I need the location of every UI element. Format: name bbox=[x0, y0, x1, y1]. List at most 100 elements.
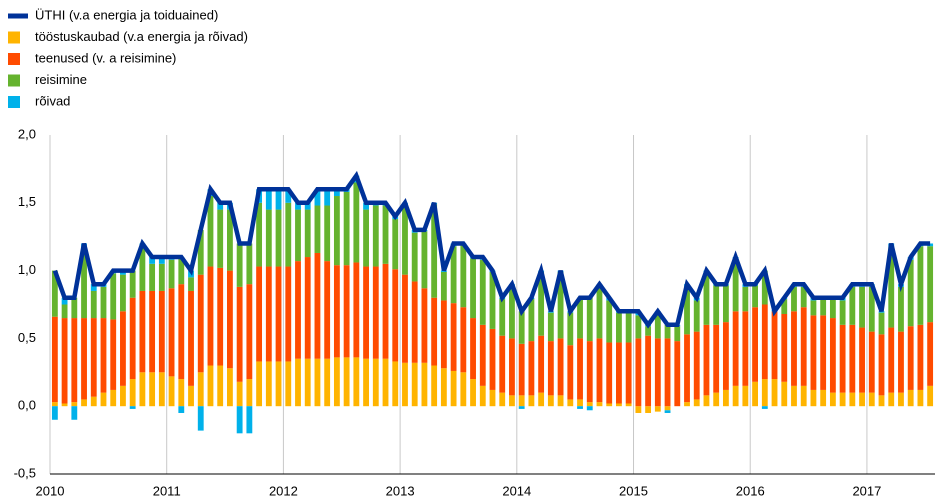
bar-segment bbox=[178, 379, 185, 407]
legend-swatch bbox=[8, 13, 28, 19]
bar-segment bbox=[518, 395, 525, 407]
bar-segment bbox=[479, 385, 486, 407]
bar-segment bbox=[431, 365, 438, 407]
bar-segment bbox=[470, 379, 476, 407]
bar-segment bbox=[275, 266, 282, 362]
bar-segment bbox=[654, 338, 661, 407]
bar-segment bbox=[197, 406, 204, 431]
bar-segment bbox=[586, 406, 593, 411]
bar-segment bbox=[616, 342, 622, 404]
bar-segment bbox=[236, 243, 243, 287]
bar-segment bbox=[168, 376, 175, 407]
bar-segment bbox=[81, 318, 87, 400]
bar-segment bbox=[761, 270, 768, 305]
bar-segment bbox=[178, 257, 185, 285]
bar-segment bbox=[246, 379, 253, 407]
bar-segment bbox=[411, 281, 418, 363]
bar-segment bbox=[489, 271, 496, 329]
bar-segment bbox=[139, 372, 146, 407]
bar-segment bbox=[713, 285, 720, 325]
bar-segment bbox=[509, 338, 515, 396]
bar-segment bbox=[470, 318, 476, 380]
bar-segment bbox=[285, 189, 292, 203]
bar-segment bbox=[888, 327, 895, 393]
bar-segment bbox=[120, 385, 126, 407]
bar-segment bbox=[314, 358, 321, 407]
bar-segment bbox=[139, 246, 146, 291]
bar-segment bbox=[616, 312, 622, 343]
bar-segment bbox=[217, 202, 224, 210]
bar-segment bbox=[839, 392, 846, 407]
bar-segment bbox=[295, 209, 301, 262]
bar-segment bbox=[586, 402, 593, 407]
bar-segment bbox=[285, 202, 292, 267]
bar-segment bbox=[547, 312, 554, 342]
bar-segment bbox=[324, 358, 331, 407]
bar-segment bbox=[547, 395, 554, 407]
bar-segment bbox=[90, 318, 97, 397]
bar-segment bbox=[421, 288, 428, 363]
bar-segment bbox=[168, 288, 175, 377]
bar-segment bbox=[236, 381, 243, 407]
bar-segment bbox=[324, 261, 331, 359]
bar-segment bbox=[129, 270, 136, 298]
bar-segment bbox=[100, 286, 107, 319]
y-tick-label: 2,0 bbox=[18, 126, 36, 141]
bar-segment bbox=[149, 372, 156, 407]
bar-segment bbox=[752, 381, 758, 407]
bar-segment bbox=[149, 257, 156, 264]
bar-segment bbox=[421, 362, 428, 407]
bar-segment bbox=[343, 191, 350, 266]
bar-segment bbox=[664, 410, 671, 413]
y-tick-label: 1,0 bbox=[18, 262, 36, 277]
bar-segment bbox=[917, 324, 924, 390]
bar-segment bbox=[324, 205, 331, 262]
bar-segment bbox=[849, 392, 856, 407]
bar-segment bbox=[499, 392, 506, 407]
bar-segment bbox=[616, 403, 622, 407]
bar-segment bbox=[411, 232, 418, 282]
bar-segment bbox=[849, 324, 856, 393]
bar-segment bbox=[265, 209, 272, 267]
bar-segment bbox=[411, 362, 418, 407]
bar-segment bbox=[800, 307, 807, 386]
bar-segment bbox=[878, 395, 885, 407]
bar-segment bbox=[421, 231, 428, 289]
y-tick-label: 0,0 bbox=[18, 398, 36, 413]
bar-segment bbox=[382, 263, 389, 359]
bar-segment bbox=[197, 372, 204, 407]
bar-segment bbox=[752, 285, 758, 308]
bar-segment bbox=[674, 341, 681, 407]
bar-segment bbox=[820, 299, 827, 316]
legend-label: teenused (v. a reisimine) bbox=[35, 50, 176, 65]
bar-segment bbox=[606, 403, 613, 407]
bar-segment bbox=[693, 399, 700, 407]
bar-segment bbox=[363, 266, 369, 359]
bar-segment bbox=[90, 290, 97, 319]
bar-segment bbox=[168, 259, 175, 289]
bar-segment bbox=[402, 274, 408, 363]
bar-segment bbox=[100, 392, 107, 407]
x-tick-label: 2014 bbox=[502, 483, 531, 498]
bar-segment bbox=[703, 395, 710, 407]
bar-segment bbox=[440, 368, 447, 407]
bar-segment bbox=[898, 392, 904, 407]
bar-segment bbox=[567, 399, 574, 407]
bar-segment bbox=[742, 385, 749, 407]
bar-segment bbox=[499, 299, 506, 336]
bar-segment bbox=[372, 205, 379, 267]
bar-segment bbox=[158, 290, 165, 373]
bar-segment bbox=[402, 362, 408, 407]
legend-label: rõivad bbox=[35, 93, 70, 108]
bar-segment bbox=[606, 342, 613, 404]
bar-segment bbox=[120, 274, 126, 312]
bar-segment bbox=[139, 290, 146, 373]
bar-segment bbox=[664, 338, 671, 407]
bar-segment bbox=[392, 361, 399, 407]
bar-segment bbox=[450, 303, 457, 371]
bar-segment bbox=[907, 326, 914, 390]
bar-segment bbox=[227, 270, 233, 369]
bar-segment bbox=[635, 315, 642, 339]
bar-segment bbox=[829, 318, 836, 393]
